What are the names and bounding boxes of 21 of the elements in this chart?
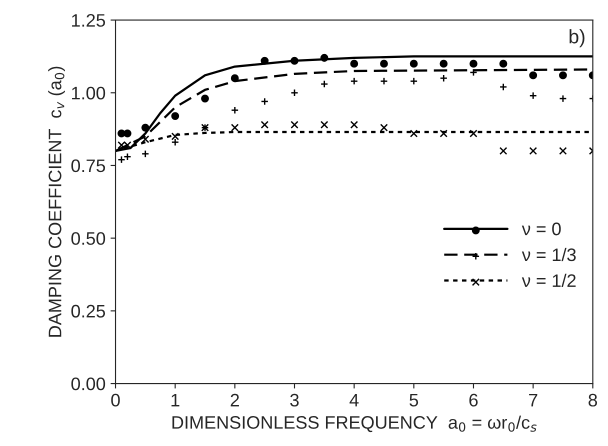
x-tick-label: 6 — [469, 394, 478, 407]
y-axis-title: DAMPING COEFFICIENT c$_{v}$ (a$_{0}$) — [48, 66, 65, 337]
x-tick-label: 7 — [529, 394, 538, 406]
x-tick-label: 4 — [350, 394, 359, 406]
x-tick-label: 3 — [290, 394, 299, 407]
x-axis-title: DIMENSIONLESS FREQUENCY a$_{0}$ = ωr$_{0}$/c$_{s}$ — [172, 416, 537, 432]
legend-label: ν = 0 — [522, 222, 561, 236]
y-tick-label: 1.00 — [72, 86, 106, 100]
x-tick-label: 2 — [230, 394, 239, 406]
x-tick-label: 8 — [588, 394, 598, 407]
y-tick-label: 0.25 — [71, 304, 106, 318]
y-tick-label: 1.25 — [72, 14, 106, 27]
annotation: b) — [570, 29, 584, 48]
x-tick-label: 5 — [410, 394, 418, 407]
y-tick-label: 0.00 — [71, 377, 106, 390]
x-tick-label: 0 — [111, 394, 120, 407]
legend-label: ν = 1/3 — [522, 248, 576, 262]
y-tick-label: 0.50 — [71, 232, 106, 245]
y-tick-label: 0.75 — [71, 159, 106, 172]
x-tick-label: 1 — [172, 394, 180, 406]
legend-label: ν = 1/2 — [522, 274, 576, 288]
